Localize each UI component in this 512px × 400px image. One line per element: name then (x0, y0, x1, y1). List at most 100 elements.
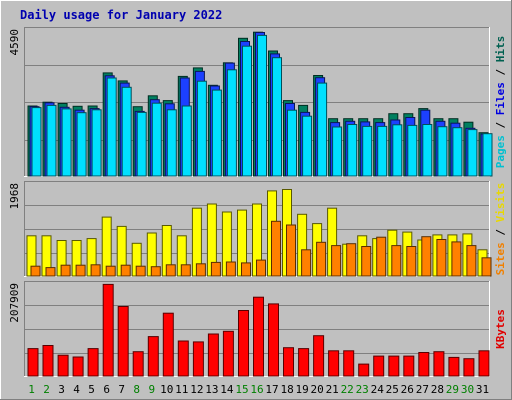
axis-max-label-kbytes: 207909 (8, 283, 21, 323)
day-label-24: 24 (371, 383, 385, 396)
day-label-17: 17 (265, 383, 278, 396)
bar-kbytes-24 (373, 355, 385, 377)
legend-pages: Pages (494, 135, 507, 168)
bar-sites-22 (346, 243, 357, 277)
bar-pages-29 (452, 127, 463, 177)
legend-sites: Sites (494, 242, 507, 275)
bar-pages-12 (196, 80, 207, 177)
bar-kbytes-13 (207, 333, 219, 377)
bar-kbytes-4 (72, 356, 84, 377)
bar-kbytes-26 (403, 355, 415, 377)
bar-kbytes-23 (358, 363, 370, 377)
day-label-15: 15 (235, 383, 248, 396)
bar-kbytes-20 (313, 335, 325, 377)
bar-sites-3 (60, 264, 71, 277)
bar-kbytes-18 (283, 347, 294, 377)
bar-sites-14 (225, 261, 236, 277)
bar-kbytes-1 (27, 348, 39, 377)
day-label-31: 31 (476, 383, 489, 396)
axis-max-label-hits-files-pages: 4590 (8, 29, 21, 56)
bar-pages-5 (91, 109, 102, 177)
bar-pages-21 (332, 126, 343, 177)
bar-pages-17 (272, 57, 282, 177)
side-legend-visits-sites: Sites / Visits (494, 183, 507, 276)
bar-kbytes-22 (343, 350, 355, 377)
bar-kbytes-12 (192, 341, 204, 377)
day-axis-labels: 1 2 3 4 5 6 7 8 9 10 11 12 13 14 15 16 17 18 19 20 21 22 23 24 2… (28, 383, 489, 396)
day-label-2: 2 (43, 383, 50, 396)
day-label-30: 30 (461, 383, 474, 396)
bar-sites-1 (30, 265, 41, 277)
axis-max-label-visits-sites: 1968 (8, 183, 21, 210)
chart-panels: 4590 Pages / Files / Hits 1968 Sites / Visi… (8, 27, 507, 377)
day-label-8: 8 (133, 383, 140, 396)
bar-sites-6 (105, 265, 116, 277)
bar-sites-25 (391, 245, 402, 277)
day-label-7: 7 (118, 383, 125, 396)
bar-sites-2 (45, 267, 56, 277)
panel-visits-sites: 1968 Sites / Visits (8, 181, 507, 277)
bar-kbytes-19 (298, 348, 310, 377)
bar-pages-13 (211, 89, 222, 177)
bar-kbytes-16 (253, 296, 264, 377)
bar-kbytes-17 (268, 303, 279, 377)
bar-pages-16 (257, 34, 267, 177)
bar-pages-2 (46, 104, 57, 177)
bar-sites-23 (361, 246, 372, 277)
bar-pages-11 (181, 105, 192, 177)
day-label-19: 19 (295, 383, 308, 396)
bar-sites-11 (180, 264, 191, 277)
bar-pages-4 (76, 112, 87, 177)
day-label-27: 27 (416, 383, 429, 396)
bar-sites-30 (466, 245, 477, 277)
bar-sites-17 (271, 220, 281, 277)
bar-pages-9 (151, 102, 162, 177)
day-label-10: 10 (160, 383, 173, 396)
legend-separator: / (494, 222, 507, 242)
bar-sites-18 (286, 224, 296, 277)
day-label-22: 22 (341, 383, 354, 396)
bar-pages-8 (136, 111, 147, 177)
bar-pages-27 (422, 124, 433, 177)
bar-sites-21 (331, 245, 342, 277)
bar-kbytes-29 (448, 356, 460, 377)
bar-sites-26 (406, 246, 417, 277)
bar-kbytes-31 (478, 350, 490, 377)
bar-kbytes-3 (57, 354, 69, 377)
bar-sites-20 (316, 241, 327, 277)
bar-sites-15 (241, 262, 251, 277)
bar-kbytes-28 (433, 351, 445, 377)
series-kbytes (27, 283, 490, 377)
day-label-20: 20 (310, 383, 323, 396)
bar-sites-16 (256, 259, 266, 277)
day-label-5: 5 (88, 383, 95, 396)
side-legend-hits-files-pages: Pages / Files / Hits (494, 36, 507, 169)
bar-sites-5 (90, 264, 101, 277)
bar-pages-31 (482, 133, 493, 177)
bar-kbytes-5 (87, 348, 99, 377)
bar-sites-9 (150, 266, 161, 277)
bar-sites-13 (210, 261, 221, 277)
bar-kbytes-7 (117, 306, 129, 377)
bar-kbytes-15 (238, 310, 249, 377)
bar-kbytes-27 (418, 352, 430, 377)
panel-kbytes: 207909 KBytes (8, 281, 507, 377)
day-label-13: 13 (205, 383, 218, 396)
day-label-26: 26 (401, 383, 414, 396)
bar-pages-23 (362, 125, 373, 177)
day-label-21: 21 (326, 383, 339, 396)
bar-pages-18 (287, 109, 297, 177)
day-label-1: 1 (28, 383, 35, 396)
side-legend-kbytes: KBytes (494, 309, 507, 349)
bar-pages-24 (377, 125, 388, 177)
series-sites (30, 220, 492, 277)
day-label-12: 12 (190, 383, 203, 396)
bar-kbytes-30 (463, 358, 475, 377)
bar-pages-14 (226, 69, 237, 177)
bar-pages-7 (121, 86, 132, 177)
legend-kbytes: KBytes (494, 309, 507, 349)
day-label-14: 14 (220, 383, 234, 396)
legend-files: Files (494, 82, 507, 115)
bar-pages-6 (106, 77, 117, 177)
